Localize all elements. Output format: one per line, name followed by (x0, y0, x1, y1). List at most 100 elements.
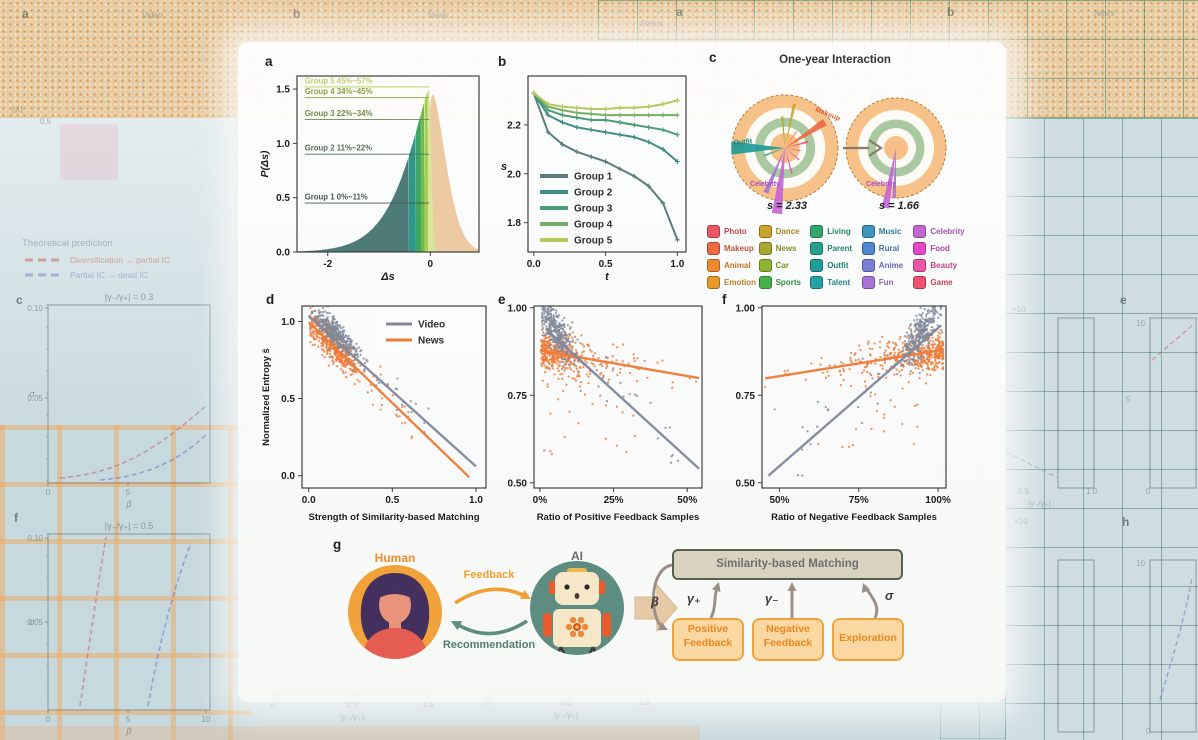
interest-wedge (785, 119, 827, 148)
category-item: Rural (861, 241, 914, 255)
category-item: Outfit (810, 258, 862, 272)
bg-panel-letter: b (293, 7, 300, 21)
category-item: Food (913, 241, 965, 255)
x-tick: 0% (533, 495, 548, 506)
wedge-label-celebrity-right: Celebrity (866, 181, 896, 188)
group-label: Group 3 22%~34% (305, 109, 373, 118)
legend-label: Group 4 (574, 220, 613, 231)
series-marker (631, 173, 637, 179)
line-chart: 0.0 0.5 1.0 1.8 2.0 2.2 Group 1 Group 2 Group 3 G… (501, 75, 687, 283)
wedge-label-outfit: Outfit (733, 138, 753, 147)
bg-faint-text: News (1094, 9, 1114, 18)
series-marker (674, 112, 680, 118)
bg-dash (1151, 323, 1195, 361)
bg-y-label: σ (29, 617, 35, 627)
series-marker (646, 183, 652, 189)
human-face (379, 586, 411, 624)
series-marker (574, 105, 580, 111)
series-marker (646, 112, 652, 118)
legend-label: News (418, 336, 445, 347)
bg-faint-text: |γ₋/γ₊| (1028, 499, 1051, 508)
panel-g-tag: g (333, 537, 342, 552)
bg-faint-texts: Video News Status News |γ̄ₜ| 0.5 ×10 ×10 10 5 0.5 1… (12, 9, 1151, 736)
series-marker (588, 127, 594, 133)
category-label: Emotion (724, 277, 756, 287)
category-item: Parent (810, 241, 862, 255)
series-marker (574, 149, 580, 155)
category-item: Living (810, 224, 862, 238)
robot-eye (564, 584, 570, 590)
panel-f-tag: f (722, 292, 727, 307)
bg-faint-text: 0 (1146, 727, 1151, 736)
y-axis-label: s (501, 161, 507, 173)
positive-feedback-box: Positive Feedback (672, 618, 744, 661)
bg-axis-tick: 0 (486, 698, 491, 707)
bg-partial-box (1149, 559, 1197, 733)
y-tick: 1.0 (281, 317, 295, 328)
series-marker (660, 101, 666, 107)
x-tick: 0.0 (302, 495, 316, 506)
bg-y-tick: 0.05 (27, 618, 43, 627)
category-item: Game (913, 275, 965, 289)
beta-label: β (651, 595, 659, 609)
x-tick: 75% (849, 495, 869, 506)
bg-x-tick: 0 (46, 488, 51, 497)
category-swatch (707, 258, 720, 272)
target-center (770, 133, 800, 163)
category-swatch (913, 258, 927, 272)
panel-a-tag: a (265, 54, 273, 69)
category-swatch (810, 241, 824, 255)
x-tick: 0.5 (385, 495, 399, 506)
series-marker (560, 142, 565, 147)
legend-label: Group 3 (574, 204, 613, 215)
plot-border (301, 305, 487, 489)
series-marker (631, 122, 637, 128)
series-marker (545, 112, 551, 118)
panel-c-title: One-year Interaction (779, 54, 891, 66)
bg-y-tick: 0.10 (27, 534, 43, 543)
panel-e-tag: e (498, 292, 506, 307)
series-line (532, 92, 679, 163)
category-label: Rural (878, 243, 900, 253)
panel-a: a Group 1 0%~11% Group 2 11%~22% Group 3 2… (255, 52, 490, 292)
bg-partial-box (1057, 559, 1095, 733)
bg-x-tick: 5 (126, 488, 131, 497)
bg-theory-legend: Theoretical prediction Diversification → … (22, 238, 170, 280)
bg-faint-text: 0 (1146, 487, 1151, 496)
y-tick: 0.50 (736, 478, 756, 489)
bg-plot-title: |γ₋/γ₊| = 0.5 (105, 521, 153, 531)
legend-box (378, 312, 480, 352)
bg-axis-tick: 0.5 (560, 698, 572, 707)
category-label: Talent (827, 277, 851, 287)
category-item: Car (758, 258, 811, 272)
y-tick: 0.5 (281, 394, 295, 405)
bg-axis-label: |γ₋/γ₊| (340, 712, 364, 722)
bg-legend-item: Partial IC → dead IC (70, 270, 148, 280)
panel-g: g Human AI Feedback Recommendation Simil… (315, 535, 975, 700)
category-label: Fun (878, 277, 894, 287)
series-marker (631, 112, 637, 118)
similarity-matching-box: Similarity-based Matching (672, 549, 903, 580)
x-axis-label: Strength of Similarity-based Matching (308, 512, 479, 523)
series-marker (674, 159, 680, 164)
bg-curve (99, 432, 209, 481)
series-marker (674, 132, 680, 138)
series-marker (660, 112, 666, 118)
bg-faint-text: |γ̄ₜ| (12, 105, 23, 114)
entropy-left: s = 2.33 (766, 200, 808, 212)
series-marker (674, 98, 680, 103)
series-marker (588, 106, 594, 112)
category-swatch (810, 224, 824, 238)
category-label: Parent (827, 243, 853, 253)
category-label: Celebrity (930, 226, 965, 236)
scatter-positive: 0% 25% 50% 0.50 0.75 1.00 Ratio of Positive Fe… (508, 303, 703, 523)
interest-wedge (881, 148, 896, 209)
bg-legend-title: Theoretical prediction (22, 238, 113, 249)
panel-d: d 0.0 0.5 1.0 0.0 0.5 1.0 Video News Normalized … (256, 290, 498, 536)
category-swatch (861, 241, 875, 255)
bg-faint-text: ×10 (1014, 517, 1028, 526)
bg-faint-text: 1.0 (1086, 487, 1098, 496)
category-swatch (707, 275, 720, 289)
bg-partial-box (1057, 317, 1095, 489)
